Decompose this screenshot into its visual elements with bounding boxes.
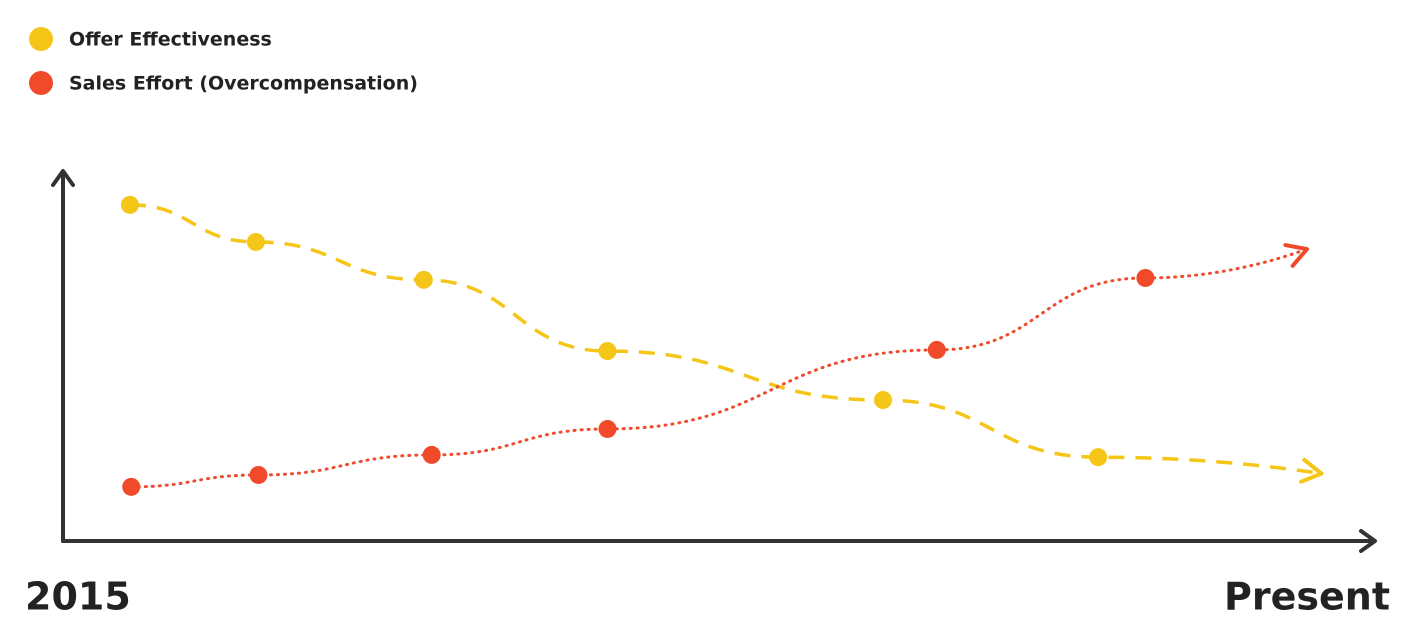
- data-point: [414, 270, 433, 289]
- data-point: [246, 232, 265, 251]
- legend-label: Sales Effort (Overcompensation): [69, 73, 418, 95]
- data-point: [874, 391, 892, 410]
- arrow-head: [1283, 243, 1309, 268]
- series-line: [129, 203, 1319, 475]
- x-axis-arrow: [1359, 529, 1377, 553]
- data-point: [598, 342, 617, 361]
- arrow-head: [1299, 457, 1324, 484]
- data-point: [122, 477, 141, 496]
- data-point: [1136, 268, 1155, 287]
- x-end-label: Present: [1224, 575, 1390, 619]
- data-point: [598, 419, 617, 438]
- x-start-label: 2015: [25, 575, 131, 619]
- data-point: [422, 445, 441, 464]
- data-point: [120, 195, 139, 214]
- legend-label: Offer Effectiveness: [69, 29, 272, 51]
- y-axis-arrow: [51, 169, 75, 187]
- axes: [51, 169, 1377, 553]
- data-point: [927, 340, 946, 359]
- legend-marker: [29, 27, 53, 51]
- data-point: [1089, 448, 1108, 467]
- data-point: [249, 465, 268, 484]
- series-line: [129, 248, 1306, 489]
- legend-marker: [29, 71, 53, 95]
